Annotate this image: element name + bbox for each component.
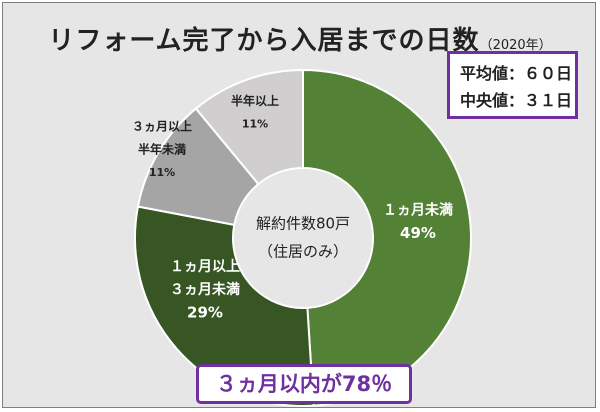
slice-category-label: １ヵ月未満 xyxy=(383,202,453,219)
title-year: （2020年） xyxy=(479,38,552,53)
slice-category-label: １ヵ月以上 xyxy=(170,259,240,275)
slice-category-label: ３ヵ月未満 xyxy=(170,281,240,298)
slice-percent-label: 29% xyxy=(187,304,223,322)
center-label-count: 解約件数80戸 xyxy=(256,215,350,233)
median-value: 中央値：３１日 xyxy=(460,91,573,110)
mean-value: 平均値：６０日 xyxy=(460,64,573,83)
summary-callout: ３ヵ月以内が78％ xyxy=(196,364,412,404)
donut-slice-4 xyxy=(194,68,304,186)
slice-category-label: ３ヵ月以上 xyxy=(132,119,192,134)
center-label-note: （住居のみ） xyxy=(258,243,348,261)
stats-box: 平均値：６０日 中央値：３１日 xyxy=(447,51,578,119)
slice-category-label: 半年未満 xyxy=(138,142,186,157)
title-main: リフォーム完了から入居までの日数 xyxy=(48,26,480,56)
slice-percent-label: 11% xyxy=(149,166,175,179)
slice-percent-label: 49% xyxy=(400,224,436,242)
donut-hole xyxy=(234,169,372,307)
chart-title: リフォーム完了から入居までの日数（2020年） xyxy=(0,20,600,57)
slice-category-label: 半年以上 xyxy=(231,93,279,108)
slice-percent-label: 11% xyxy=(242,118,268,131)
